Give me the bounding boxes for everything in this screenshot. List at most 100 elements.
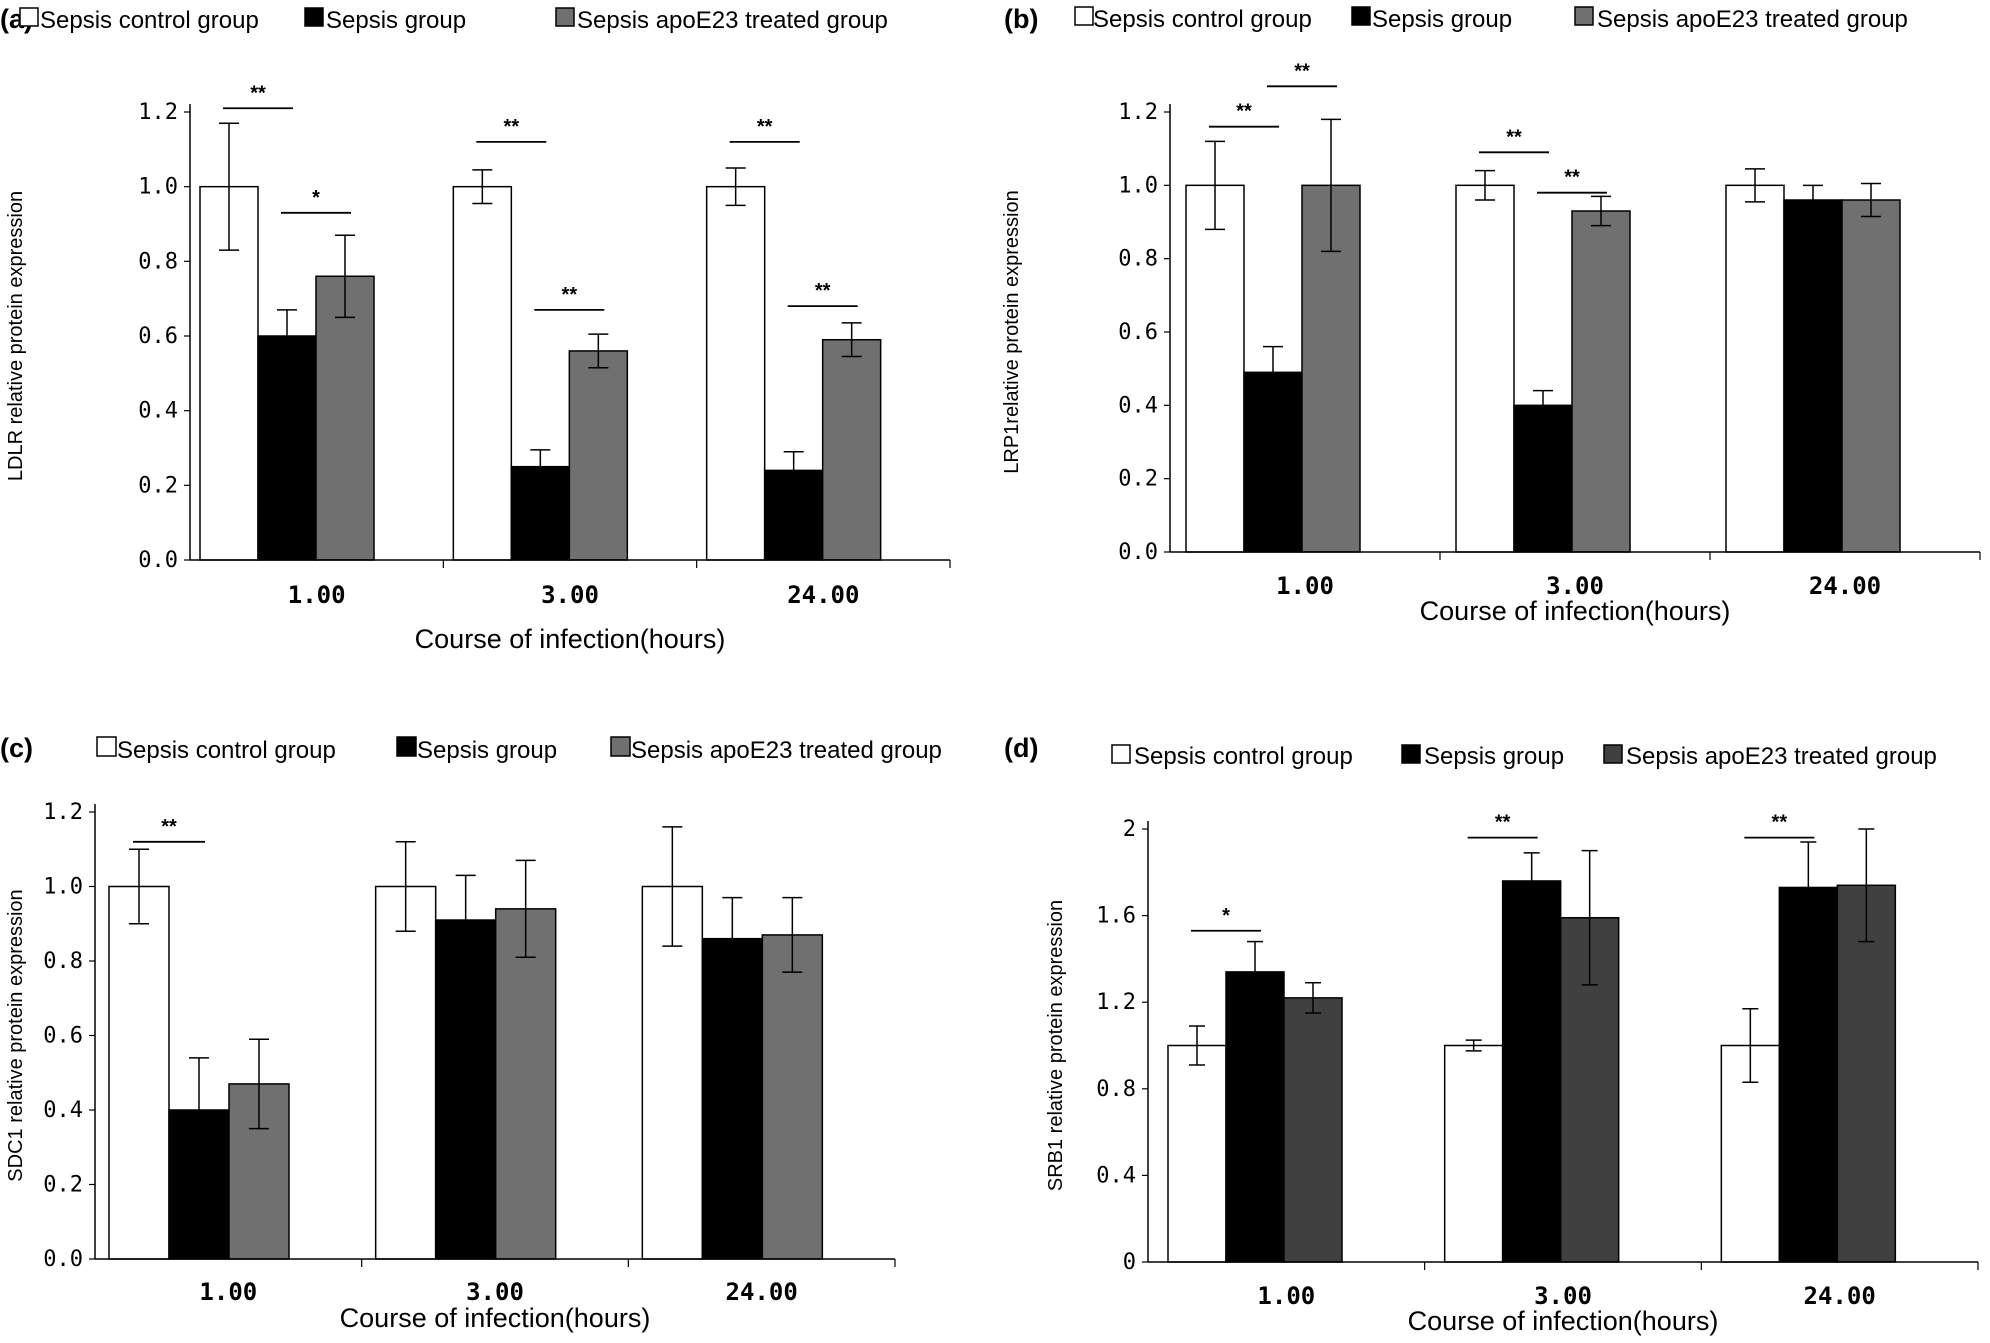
panel-label: (d): [1004, 733, 1038, 763]
category-label: 1.00: [1276, 572, 1334, 600]
y-tick-label: 1.6: [1096, 904, 1136, 929]
bar: [1167, 1044, 1227, 1263]
y-tick-label: 1.0: [138, 175, 178, 200]
y-tick-label: 2: [1123, 817, 1136, 842]
legend-swatch: [610, 736, 631, 757]
panel-c: (c) Sepsis control group Sepsis group Sepsi…: [0, 733, 942, 1333]
legend-swatch: [1401, 744, 1421, 764]
bar: [1725, 184, 1785, 553]
y-tick-label: 0.2: [1118, 467, 1158, 492]
bar: [1783, 199, 1843, 553]
legend-swatch: [1351, 6, 1371, 26]
y-tick-label: 0.4: [43, 1098, 83, 1123]
significance-label: *: [1222, 905, 1230, 927]
legend-label: Sepsis group: [1372, 6, 1512, 33]
x-axis-title: Course of infection(hours): [340, 1303, 651, 1333]
panel-d: (d) Sepsis control group Sepsis group Sepsi…: [1004, 733, 1979, 1336]
x-axis-title: Course of infection(hours): [1420, 596, 1731, 626]
legend-label: Sepsis apoE23 treated group: [631, 737, 942, 764]
legend-swatch: [555, 7, 575, 27]
legend-swatch: [304, 7, 324, 27]
bar: [568, 350, 629, 561]
y-axis-title: SDC1 relative protein expression: [5, 889, 27, 1181]
legend-swatch: [1574, 6, 1594, 26]
y-tick-label: 0.0: [43, 1247, 83, 1272]
y-tick-label: 0.0: [138, 548, 178, 573]
y-tick-label: 0.4: [1096, 1163, 1136, 1188]
bar: [1571, 210, 1631, 553]
y-tick-label: 0.6: [43, 1024, 83, 1049]
legend-swatch: [1074, 6, 1094, 26]
bar: [1513, 404, 1573, 553]
legend-label: Sepsis group: [417, 737, 557, 764]
y-tick-label: 0.6: [1118, 320, 1158, 345]
bar: [1283, 997, 1343, 1263]
x-axis-title: Course of infection(hours): [415, 624, 726, 654]
significance-label: *: [312, 187, 320, 209]
bar: [1443, 1044, 1504, 1263]
bar: [374, 885, 437, 1260]
category-label: 24.00: [1809, 572, 1881, 600]
bar: [701, 937, 764, 1260]
significance-label: **: [1294, 60, 1310, 82]
bar: [1185, 184, 1245, 553]
bar: [1841, 199, 1901, 553]
panel-b: (b) Sepsis control group Sepsis group Sepsi…: [1001, 4, 1981, 626]
category-label: 3.00: [466, 1278, 524, 1306]
bar: [1501, 880, 1562, 1263]
y-tick-label: 0: [1123, 1250, 1136, 1275]
bar: [257, 335, 317, 561]
significance-label: **: [757, 116, 773, 138]
category-label: 1.00: [199, 1278, 257, 1306]
y-tick-label: 1.0: [43, 875, 83, 900]
bar: [1778, 886, 1839, 1263]
significance-label: **: [1564, 167, 1580, 189]
y-tick-label: 0.8: [138, 249, 178, 274]
y-tick-label: 0.4: [1118, 393, 1158, 418]
category-label: 1.00: [288, 581, 346, 609]
significance-label: **: [562, 284, 578, 306]
significance-label: **: [1495, 812, 1511, 834]
bar: [1243, 371, 1303, 553]
y-tick-label: 0.2: [43, 1173, 83, 1198]
bar: [108, 885, 170, 1260]
y-tick-label: 1.2: [1118, 100, 1158, 125]
y-tick-label: 1.2: [138, 100, 178, 125]
category-label: 1.00: [1257, 1282, 1315, 1310]
category-label: 24.00: [726, 1278, 798, 1306]
significance-label: **: [250, 82, 266, 104]
category-label: 3.00: [1546, 572, 1604, 600]
significance-label: **: [1506, 126, 1522, 148]
panel-a: (a) Sepsis control group Sepsis group Sepsi…: [0, 4, 951, 654]
bar: [315, 275, 375, 561]
y-axis-title: SRB1 relative protein expression: [1045, 900, 1067, 1191]
category-label: 3.00: [1534, 1282, 1592, 1310]
category-label: 3.00: [541, 581, 599, 609]
significance-label: **: [161, 816, 177, 838]
bar: [452, 185, 513, 561]
bar: [1836, 884, 1897, 1263]
y-tick-label: 1.2: [1096, 990, 1136, 1015]
bar: [434, 919, 497, 1260]
bar: [821, 338, 882, 561]
panel-label: (b): [1004, 4, 1038, 34]
significance-label: **: [1236, 101, 1252, 123]
significance-label: **: [815, 280, 831, 302]
legend-label: Sepsis control group: [1093, 6, 1312, 33]
legend-swatch: [19, 7, 39, 27]
legend-swatch: [396, 736, 417, 757]
legend-label: Sepsis control group: [40, 7, 259, 34]
y-axis-title: LDLR relative protein expression: [5, 191, 27, 481]
y-tick-label: 0.6: [138, 324, 178, 349]
legend-swatch: [1603, 744, 1623, 764]
legend-swatch: [96, 736, 117, 757]
legend-label: Sepsis apoE23 treated group: [577, 7, 888, 34]
bar: [1455, 184, 1515, 553]
panel-label: (c): [0, 733, 33, 763]
legend-label: Sepsis apoE23 treated group: [1597, 6, 1908, 33]
significance-label: **: [504, 116, 520, 138]
legend-label: Sepsis control group: [1134, 743, 1353, 770]
y-tick-label: 0.8: [1118, 247, 1158, 272]
y-tick-label: 1.2: [43, 800, 83, 825]
